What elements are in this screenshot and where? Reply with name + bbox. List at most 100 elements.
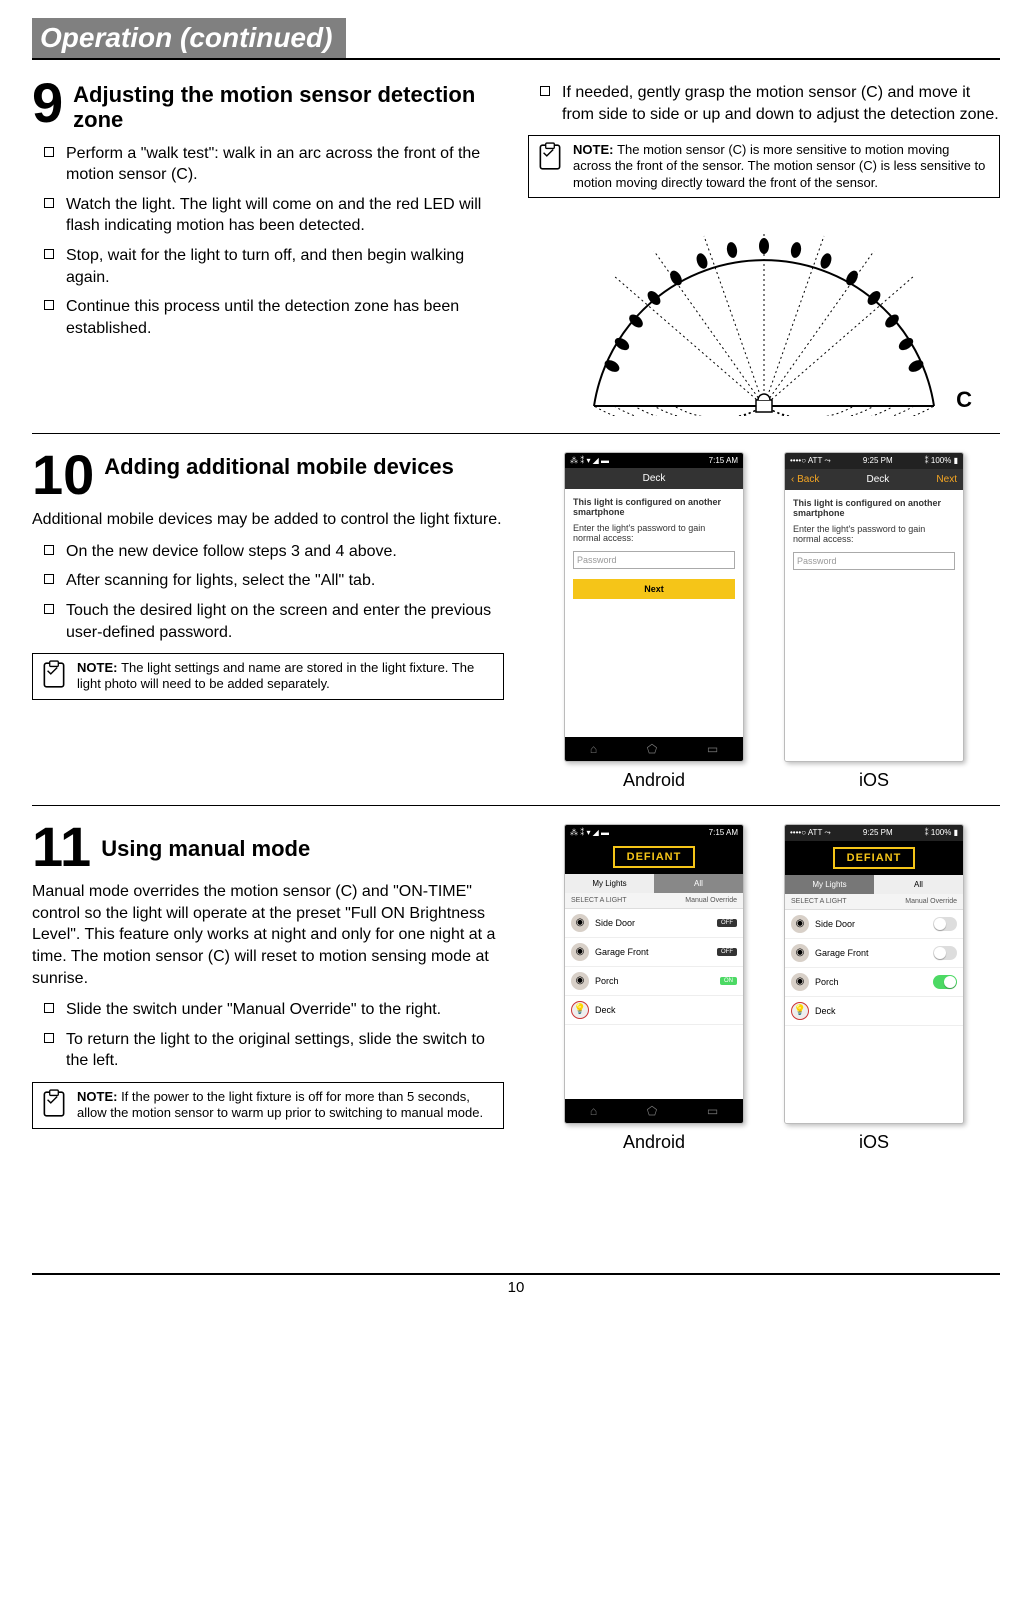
step-10-intro: Additional mobile devices may be added t… <box>32 509 504 531</box>
override-toggle[interactable]: OFF <box>717 948 737 956</box>
password-input[interactable]: Password <box>793 552 955 570</box>
next-button[interactable]: Next <box>573 579 735 599</box>
bulb-icon: ◉ <box>791 944 809 962</box>
checkbox-icon <box>44 147 54 157</box>
enter-pw-msg: Enter the light's password to gain norma… <box>793 524 955 544</box>
list-item: Stop, wait for the light to turn off, an… <box>66 245 504 288</box>
note-icon <box>41 1089 67 1122</box>
checkbox-icon <box>44 300 54 310</box>
android-nav-bar: ⌂⬠▭ <box>565 737 743 761</box>
step-number: 10 <box>32 448 94 501</box>
bulb-icon: ◉ <box>791 915 809 933</box>
status-left: ••••○ ATT ⤳ <box>790 456 831 466</box>
list-item: Touch the desired light on the screen an… <box>66 600 504 643</box>
checkbox-icon <box>44 1003 54 1013</box>
list-item: If needed, gently grasp the motion senso… <box>562 82 1000 125</box>
note-box: NOTE: If the power to the light fixture … <box>32 1082 504 1129</box>
step-number: 9 <box>32 76 63 129</box>
tab-my-lights[interactable]: My Lights <box>565 874 654 893</box>
light-row[interactable]: ◉Side Door <box>785 910 963 939</box>
step-11-intro: Manual mode overrides the motion sensor … <box>32 881 504 989</box>
screen-title: Deck <box>866 474 889 485</box>
note-label: NOTE: <box>573 142 617 157</box>
manual-override-label: Manual Override <box>905 898 957 905</box>
note-text: The light settings and name are stored i… <box>77 660 474 691</box>
bulb-icon: 💡 <box>791 1002 809 1020</box>
step-number: 11 <box>32 820 91 873</box>
list-item: To return the light to the original sett… <box>66 1029 504 1072</box>
note-icon <box>537 142 563 175</box>
tab-all[interactable]: All <box>654 874 743 893</box>
light-row[interactable]: ◉Side DoorOFF <box>565 909 743 938</box>
status-right: 7:15 AM <box>709 456 738 465</box>
header-title: Operation (continued) <box>32 18 346 58</box>
back-button[interactable]: ‹ Back <box>791 474 819 485</box>
bulb-icon: ◉ <box>791 973 809 991</box>
list-item: On the new device follow steps 3 and 4 a… <box>66 541 397 563</box>
list-item: Continue this process until the detectio… <box>66 296 504 339</box>
tab-all[interactable]: All <box>874 875 963 894</box>
note-box: NOTE: The motion sensor (C) is more sens… <box>528 135 1000 198</box>
config-msg: This light is configured on another smar… <box>573 497 735 517</box>
brand-logo: DEFIANT <box>613 846 696 868</box>
detection-zone-diagram: C <box>528 216 1000 419</box>
bulb-icon: ◉ <box>571 914 589 932</box>
ios-screenshot: ••••○ ATT ⤳9:25 PM⁑ 100% ▮ ‹ BackDeckNex… <box>784 452 964 791</box>
override-toggle[interactable] <box>933 917 957 931</box>
step-10-header: 10 Adding additional mobile devices <box>32 448 504 501</box>
checkbox-icon <box>44 574 54 584</box>
override-toggle[interactable] <box>933 975 957 989</box>
checkbox-icon <box>44 198 54 208</box>
select-light-label: SELECT A LIGHT <box>791 898 847 905</box>
ios-screenshot: ••••○ ATT ⤳9:25 PM⁑ 100% ▮ DEFIANT My Li… <box>784 824 964 1153</box>
step-title: Adding additional mobile devices <box>104 448 454 479</box>
checkbox-icon <box>44 545 54 555</box>
config-msg: This light is configured on another smar… <box>793 498 955 518</box>
page-header: Operation (continued) <box>32 18 1000 60</box>
android-screenshot: ⁂ ⁑ ▾ ◢ ▬7:15 AM DEFIANT My Lights All S… <box>564 824 744 1153</box>
list-item: Slide the switch under "Manual Override"… <box>66 999 441 1021</box>
phone-caption: iOS <box>784 1132 964 1153</box>
override-toggle[interactable] <box>933 946 957 960</box>
step-11-header: 11 Using manual mode <box>32 820 504 873</box>
checkbox-icon <box>44 604 54 614</box>
step-title: Adjusting the motion sensor detection zo… <box>73 76 504 133</box>
light-row[interactable]: ◉Garage FrontOFF <box>565 938 743 967</box>
light-row[interactable]: ◉PorchON <box>565 967 743 996</box>
bulb-icon: ◉ <box>571 943 589 961</box>
checkbox-icon <box>44 249 54 259</box>
status-left: ⁂ ⁑ ▾ ◢ ▬ <box>570 456 609 465</box>
password-input[interactable]: Password <box>573 551 735 569</box>
light-row[interactable]: 💡Deck <box>565 996 743 1025</box>
bulb-icon: 💡 <box>571 1001 589 1019</box>
screen-title: Deck <box>643 473 666 484</box>
page-number: 10 <box>32 1279 1000 1296</box>
checkbox-icon <box>540 86 550 96</box>
enter-pw-msg: Enter the light's password to gain norma… <box>573 523 735 543</box>
diagram-label-c: C <box>956 387 972 413</box>
note-text: The motion sensor (C) is more sensitive … <box>573 142 985 190</box>
light-row[interactable]: ◉Garage Front <box>785 939 963 968</box>
phone-caption: Android <box>564 1132 744 1153</box>
list-item: After scanning for lights, select the "A… <box>66 570 375 592</box>
status-right: ⁑ 100% ▮ <box>925 456 958 466</box>
override-toggle[interactable]: OFF <box>717 919 737 927</box>
list-item: Watch the light. The light will come on … <box>66 194 504 237</box>
list-item: Perform a "walk test": walk in an arc ac… <box>66 143 504 186</box>
light-row[interactable]: ◉Porch <box>785 968 963 997</box>
android-nav-bar: ⌂⬠▭ <box>565 1099 743 1123</box>
brand-logo: DEFIANT <box>833 847 916 869</box>
tab-my-lights[interactable]: My Lights <box>785 875 874 894</box>
step-9-left-list: Perform a "walk test": walk in an arc ac… <box>32 143 504 340</box>
brand-bar: DEFIANT <box>565 840 743 874</box>
light-row[interactable]: 💡Deck <box>785 997 963 1026</box>
note-text: If the power to the light fixture is off… <box>77 1089 483 1120</box>
step-title: Using manual mode <box>101 820 310 861</box>
override-toggle[interactable]: ON <box>720 977 737 985</box>
note-icon <box>41 660 67 693</box>
brand-bar: DEFIANT <box>785 841 963 875</box>
phone-caption: Android <box>564 770 744 791</box>
phone-caption: iOS <box>784 770 964 791</box>
next-link[interactable]: Next <box>936 474 957 485</box>
manual-override-label: Manual Override <box>685 897 737 904</box>
